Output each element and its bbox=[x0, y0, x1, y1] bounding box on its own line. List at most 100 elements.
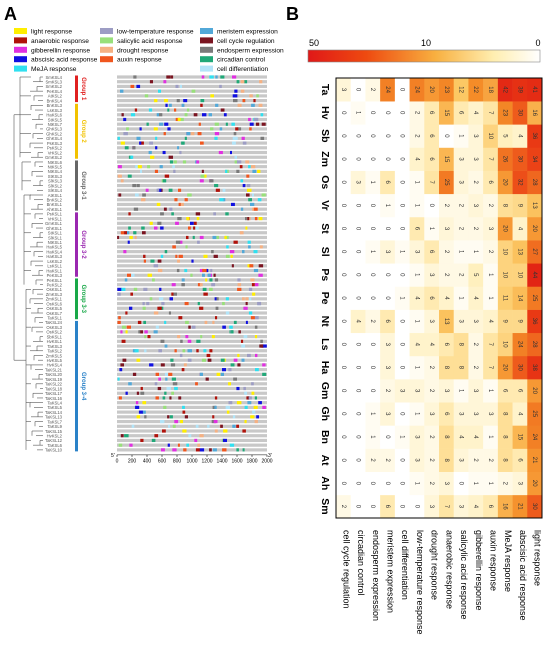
motif-block bbox=[210, 127, 214, 131]
promoter-track bbox=[117, 155, 267, 159]
motif-block bbox=[225, 169, 228, 173]
annotation-label: salicylic acid response bbox=[459, 530, 469, 620]
heatmap-cell bbox=[468, 332, 484, 357]
heatmap-value: 7 bbox=[487, 111, 493, 115]
motif-block bbox=[187, 349, 192, 353]
heatmap-value: 2 bbox=[384, 458, 390, 462]
group-bar bbox=[75, 103, 78, 159]
heatmap-value: 2 bbox=[369, 458, 375, 462]
motif-block bbox=[191, 325, 196, 329]
group-bar bbox=[75, 320, 78, 452]
colorbar: 50 10 0 bbox=[307, 38, 541, 63]
legend-swatch bbox=[200, 65, 213, 72]
heatmap-cell bbox=[453, 471, 469, 496]
motif-block bbox=[149, 297, 153, 301]
promoter-track bbox=[117, 297, 267, 301]
gene-label: TaKSL6 bbox=[47, 443, 62, 448]
heatmap-value: 0 bbox=[340, 250, 346, 254]
motif-block bbox=[245, 301, 248, 306]
legend: light response anaerobic response gibberel… bbox=[14, 28, 284, 73]
heatmap-cell bbox=[350, 402, 366, 426]
motif-block bbox=[253, 207, 258, 211]
promoter-track bbox=[117, 250, 267, 254]
motif-block bbox=[200, 99, 205, 103]
motif-block bbox=[222, 198, 226, 202]
motif-block bbox=[242, 429, 246, 433]
motif-block bbox=[245, 320, 248, 325]
motif-block bbox=[164, 250, 168, 254]
motif-block bbox=[247, 401, 252, 405]
motif-block bbox=[212, 448, 217, 452]
heatmap-cell bbox=[439, 494, 455, 519]
heatmap-cell bbox=[512, 402, 528, 426]
heatmap-value: 0 bbox=[340, 389, 346, 393]
gene-label: OsKSL1 bbox=[46, 287, 62, 292]
motif-block bbox=[243, 306, 248, 310]
motif-block bbox=[262, 372, 267, 376]
promoter-track bbox=[117, 429, 267, 433]
heatmap-value: 4 bbox=[472, 505, 478, 509]
motif-block bbox=[257, 301, 262, 306]
motif-block bbox=[168, 103, 172, 107]
heatmap-cell bbox=[497, 193, 513, 218]
heatmap-value: 4 bbox=[487, 319, 493, 323]
motif-block bbox=[165, 103, 168, 107]
gene-label: TaKSL16 bbox=[45, 396, 63, 401]
motif-block bbox=[125, 391, 128, 395]
heatmap-value: 1 bbox=[413, 366, 419, 370]
heatmap-value: 1 bbox=[369, 435, 375, 439]
motif-block bbox=[246, 174, 250, 178]
gene-label: TaKSL10 bbox=[45, 448, 63, 453]
heatmap-value: 1 bbox=[457, 296, 463, 300]
heatmap-value: 10 bbox=[502, 341, 508, 348]
heatmap-cell bbox=[483, 124, 499, 148]
annotation-label: meristem expression bbox=[386, 530, 396, 613]
motif-block bbox=[162, 150, 166, 155]
promoter-track bbox=[117, 254, 267, 258]
gene-label: PsKSL2 bbox=[47, 146, 63, 151]
motif-block bbox=[169, 396, 172, 400]
heatmap-cell bbox=[380, 263, 396, 287]
motif-block bbox=[251, 391, 255, 395]
heatmap-cell bbox=[527, 263, 543, 287]
heatmap-cell bbox=[483, 448, 499, 472]
heatmap-cell bbox=[483, 309, 499, 334]
motif-block bbox=[244, 419, 247, 424]
heatmap-cell bbox=[512, 425, 528, 449]
heatmap-cell bbox=[336, 216, 352, 241]
phylogenetic-tree bbox=[13, 76, 43, 451]
heatmap-cell bbox=[497, 425, 513, 449]
axis-tick-label: 0 bbox=[116, 458, 119, 464]
motif-block bbox=[185, 245, 188, 249]
motif-block bbox=[231, 330, 234, 334]
heatmap-cell bbox=[424, 332, 440, 357]
heatmap-cell bbox=[336, 309, 352, 334]
motif-block bbox=[214, 405, 217, 409]
motif-block bbox=[203, 349, 207, 353]
heatmap-cell bbox=[453, 101, 469, 125]
motif-block bbox=[164, 174, 170, 178]
gene-label: NtKSL4 bbox=[48, 169, 63, 174]
motif-block bbox=[162, 396, 166, 400]
heatmap-cell bbox=[409, 193, 425, 218]
group-label: Group 3-2 bbox=[80, 230, 86, 259]
promoter-track bbox=[117, 363, 267, 367]
heatmap-value: 0 bbox=[354, 389, 360, 393]
three-prime-label: 3' bbox=[268, 453, 272, 459]
motif-block bbox=[239, 165, 243, 169]
motif-block bbox=[155, 372, 159, 376]
heatmap-value: 2 bbox=[428, 458, 434, 462]
heatmap-value: 15 bbox=[516, 434, 522, 441]
heatmap-value: 1 bbox=[428, 227, 434, 231]
motif-block bbox=[201, 358, 206, 362]
gene-label: TaKSL20 bbox=[45, 372, 63, 377]
motif-block bbox=[223, 113, 227, 117]
motif-block bbox=[163, 207, 167, 211]
heatmap-value: 0 bbox=[354, 227, 360, 231]
annotation-label: anaerobic response bbox=[444, 530, 454, 609]
heatmap-cell bbox=[439, 216, 455, 241]
heatmap-value: 1 bbox=[399, 250, 405, 254]
heatmap-cell bbox=[453, 425, 469, 449]
promoter-track bbox=[117, 330, 267, 334]
motif-block bbox=[181, 278, 185, 282]
